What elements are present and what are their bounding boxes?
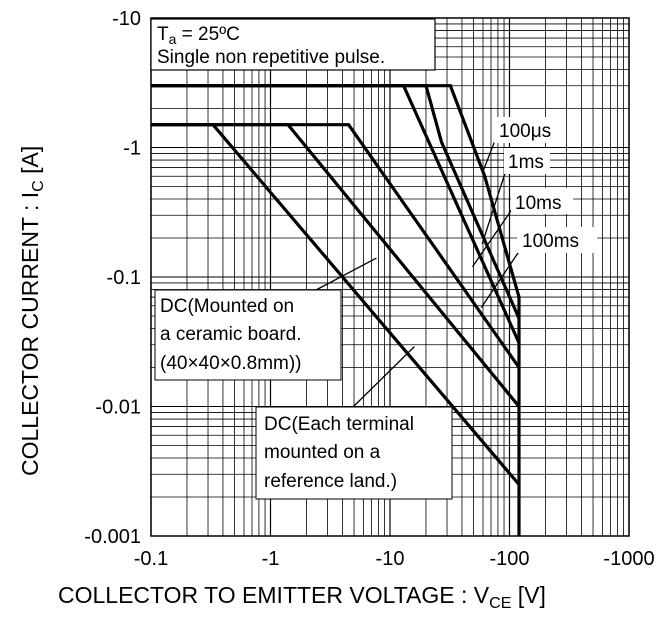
y-tick-label: -1: [123, 138, 141, 160]
conditions-line-1: Ta = 25ºC: [157, 24, 240, 47]
series-labels: 100μs 1ms 10ms 100ms DC(Mounted on a cer…: [154, 117, 597, 500]
label-dc-ceramic: DC(Mounted on a ceramic board. (40×40×0.…: [154, 289, 342, 381]
leader-line-4: [315, 257, 377, 291]
x-tick-label: -1000: [603, 548, 654, 570]
label-100ms: 100ms: [517, 227, 597, 253]
series-curve-5: [151, 123, 521, 486]
leader-line-1: [481, 163, 509, 245]
x-tick-label: -100: [489, 548, 529, 570]
conditions-box: Ta = 25ºC Single non repetitive pulse.: [150, 18, 436, 71]
svg-text:DC(Mounted on: DC(Mounted on: [160, 296, 294, 317]
svg-text:DC(Each terminal: DC(Each terminal: [264, 414, 414, 435]
x-tick-label: -1: [262, 548, 280, 570]
svg-text:a ceramic board.: a ceramic board.: [160, 324, 302, 345]
svg-text:10ms: 10ms: [515, 193, 561, 214]
x-tick-label: -10: [376, 548, 405, 570]
svg-text:reference land.): reference land.): [264, 471, 397, 492]
label-1ms: 1ms: [504, 148, 550, 174]
label-100us: 100μs: [494, 117, 564, 143]
svg-text:mounted on a: mounted on a: [264, 442, 381, 463]
y-tick-label: -10: [112, 8, 141, 30]
leader-line-5: [352, 346, 415, 408]
x-axis-title: COLLECTOR TO EMITTER VOLTAGE : VCE [V]: [58, 582, 546, 612]
y-tick-labels: -0.001 -0.01 -0.1 -1 -10: [84, 8, 141, 548]
y-tick-label: -0.01: [95, 397, 141, 419]
y-tick-label: -0.1: [107, 267, 141, 289]
label-dc-reference-land: DC(Each terminal mounted on a reference …: [255, 406, 453, 500]
svg-text:1ms: 1ms: [508, 152, 544, 173]
x-tick-label: -0.1: [134, 548, 168, 570]
svg-text:100ms: 100ms: [522, 231, 579, 252]
x-tick-labels: -0.1 -1 -10 -100 -1000: [134, 548, 655, 570]
series-curve-2: [151, 84, 521, 344]
conditions-line-2: Single non repetitive pulse.: [157, 47, 385, 68]
leader-line-3: [480, 243, 525, 308]
safe-operating-area-curves: [151, 84, 521, 536]
svg-text:(40×40×0.8mm)): (40×40×0.8mm)): [160, 353, 302, 374]
plot-frame: [150, 17, 630, 537]
svg-text:100μs: 100μs: [499, 121, 551, 142]
y-tick-label: -0.001: [84, 526, 141, 548]
y-axis-title: COLLECTOR CURRENT : IC [A]: [17, 146, 47, 476]
label-10ms: 10ms: [511, 188, 573, 214]
leader-line-2: [471, 204, 516, 268]
